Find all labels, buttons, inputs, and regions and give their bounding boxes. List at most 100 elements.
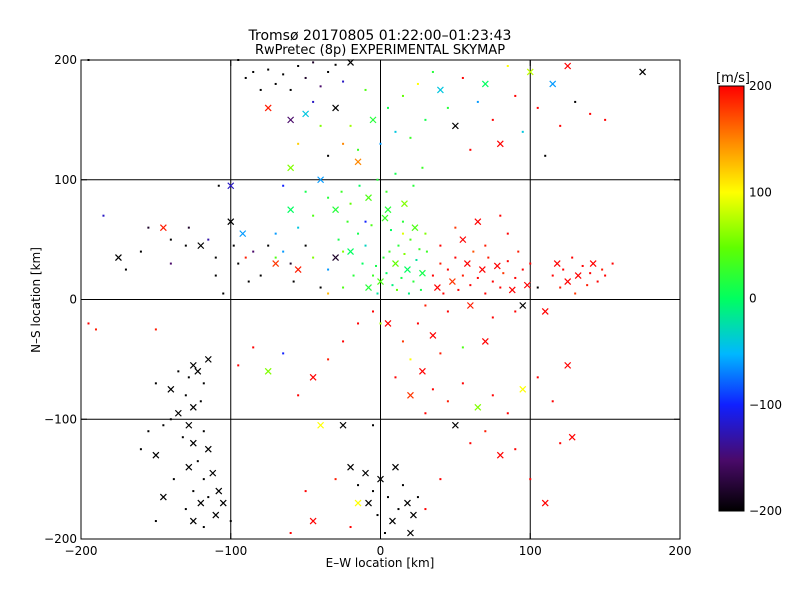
data-point-dot	[382, 256, 385, 259]
x-tick-label: 0	[377, 544, 385, 558]
data-point-dot	[394, 172, 397, 175]
data-point-dot	[312, 61, 315, 64]
data-point-dot	[312, 214, 315, 217]
data-point-cross	[167, 385, 175, 393]
colorbar-label: [m/s]	[716, 71, 750, 86]
data-point-cross	[354, 499, 362, 507]
data-point-cross	[553, 260, 561, 267]
data-point-cross	[264, 104, 272, 112]
data-point-dot	[562, 268, 565, 271]
y-tick-label: 200	[54, 53, 77, 67]
data-point-dot	[484, 430, 487, 433]
data-point-dot	[596, 280, 599, 283]
cross-stroke	[365, 194, 372, 202]
data-point-dot	[383, 532, 386, 535]
data-point-dot	[604, 274, 607, 277]
cross-stroke	[189, 361, 197, 369]
data-point-dot	[379, 322, 382, 325]
cross-stroke	[541, 499, 549, 507]
data-point-cross	[568, 433, 576, 441]
cross-stroke	[459, 236, 467, 244]
data-point-dot	[529, 262, 532, 265]
cross-stroke	[194, 367, 202, 375]
data-point-dot	[289, 532, 292, 535]
cross-stroke	[549, 80, 557, 88]
cross-stroke	[481, 80, 489, 88]
data-point-dot	[297, 394, 300, 397]
data-point-dot	[461, 346, 464, 349]
data-point-cross	[159, 493, 167, 501]
colorbar-tick-label: 100	[749, 185, 772, 199]
data-point-dot	[484, 292, 487, 295]
data-point-cross	[411, 224, 419, 232]
cross-stroke	[365, 284, 372, 291]
cross-stroke	[309, 373, 317, 381]
data-point-dot	[252, 250, 255, 253]
data-point-dot	[446, 400, 449, 403]
data-point-dot	[202, 430, 205, 433]
data-point-dot	[312, 100, 315, 103]
data-point-dot	[244, 256, 247, 259]
cross-stroke	[410, 511, 417, 519]
cross-stroke	[523, 281, 531, 289]
data-point-cross	[419, 367, 426, 375]
cross-stroke	[215, 487, 223, 495]
data-point-dot	[431, 388, 434, 391]
cross-stroke	[197, 242, 205, 250]
data-point-cross	[451, 122, 459, 130]
data-point-cross	[419, 269, 426, 277]
data-point-cross	[227, 182, 235, 190]
cross-stroke	[493, 262, 501, 270]
data-point-dot	[461, 382, 464, 385]
data-point-dot	[169, 418, 172, 421]
data-point-dot	[472, 250, 475, 253]
data-point-cross	[185, 463, 193, 471]
data-point-dot	[397, 508, 400, 511]
data-point-dot	[267, 244, 270, 247]
data-point-dot	[349, 526, 352, 529]
cross-stroke	[209, 469, 217, 477]
data-point-dot	[461, 274, 464, 277]
data-point-dot	[476, 100, 479, 103]
data-point-dot	[487, 256, 490, 259]
cross-stroke	[564, 278, 572, 285]
data-point-cross	[219, 499, 227, 507]
cross-stroke	[508, 286, 516, 294]
cross-stroke	[451, 122, 459, 130]
data-point-dot	[416, 82, 419, 85]
data-point-dot	[499, 286, 502, 289]
cross-stroke	[212, 511, 220, 519]
data-point-dot	[304, 190, 307, 193]
data-point-cross	[197, 242, 205, 250]
data-point-dot	[415, 258, 418, 261]
data-point-dot	[319, 286, 322, 289]
cross-stroke	[481, 337, 489, 345]
cross-stroke	[239, 230, 247, 238]
data-point-cross	[389, 517, 396, 525]
cross-stroke	[287, 206, 295, 214]
data-point-dot	[184, 394, 187, 397]
cross-stroke	[419, 269, 426, 277]
cross-stroke	[272, 260, 280, 267]
cross-stroke	[347, 248, 354, 256]
data-point-cross	[287, 116, 295, 124]
cross-stroke	[407, 529, 414, 537]
data-point-dot	[342, 286, 345, 289]
cross-stroke	[264, 367, 272, 375]
data-point-dot	[604, 118, 607, 121]
data-point-dot	[358, 184, 361, 187]
data-point-dot	[214, 274, 217, 277]
cross-stroke	[574, 272, 582, 279]
data-point-dot	[506, 260, 509, 263]
data-point-dot	[282, 73, 285, 76]
data-point-dot	[232, 244, 235, 247]
data-point-dot	[491, 316, 494, 319]
data-point-dot	[340, 190, 343, 193]
chart-title: Tromsø 20170805 01:22:00–01:23:43	[248, 28, 512, 44]
cross-stroke	[159, 493, 167, 501]
data-point-cross	[401, 200, 408, 208]
data-point-dot	[364, 244, 367, 247]
grid-lines	[81, 60, 680, 539]
data-point-cross	[564, 361, 572, 369]
data-point-cross	[463, 260, 471, 267]
